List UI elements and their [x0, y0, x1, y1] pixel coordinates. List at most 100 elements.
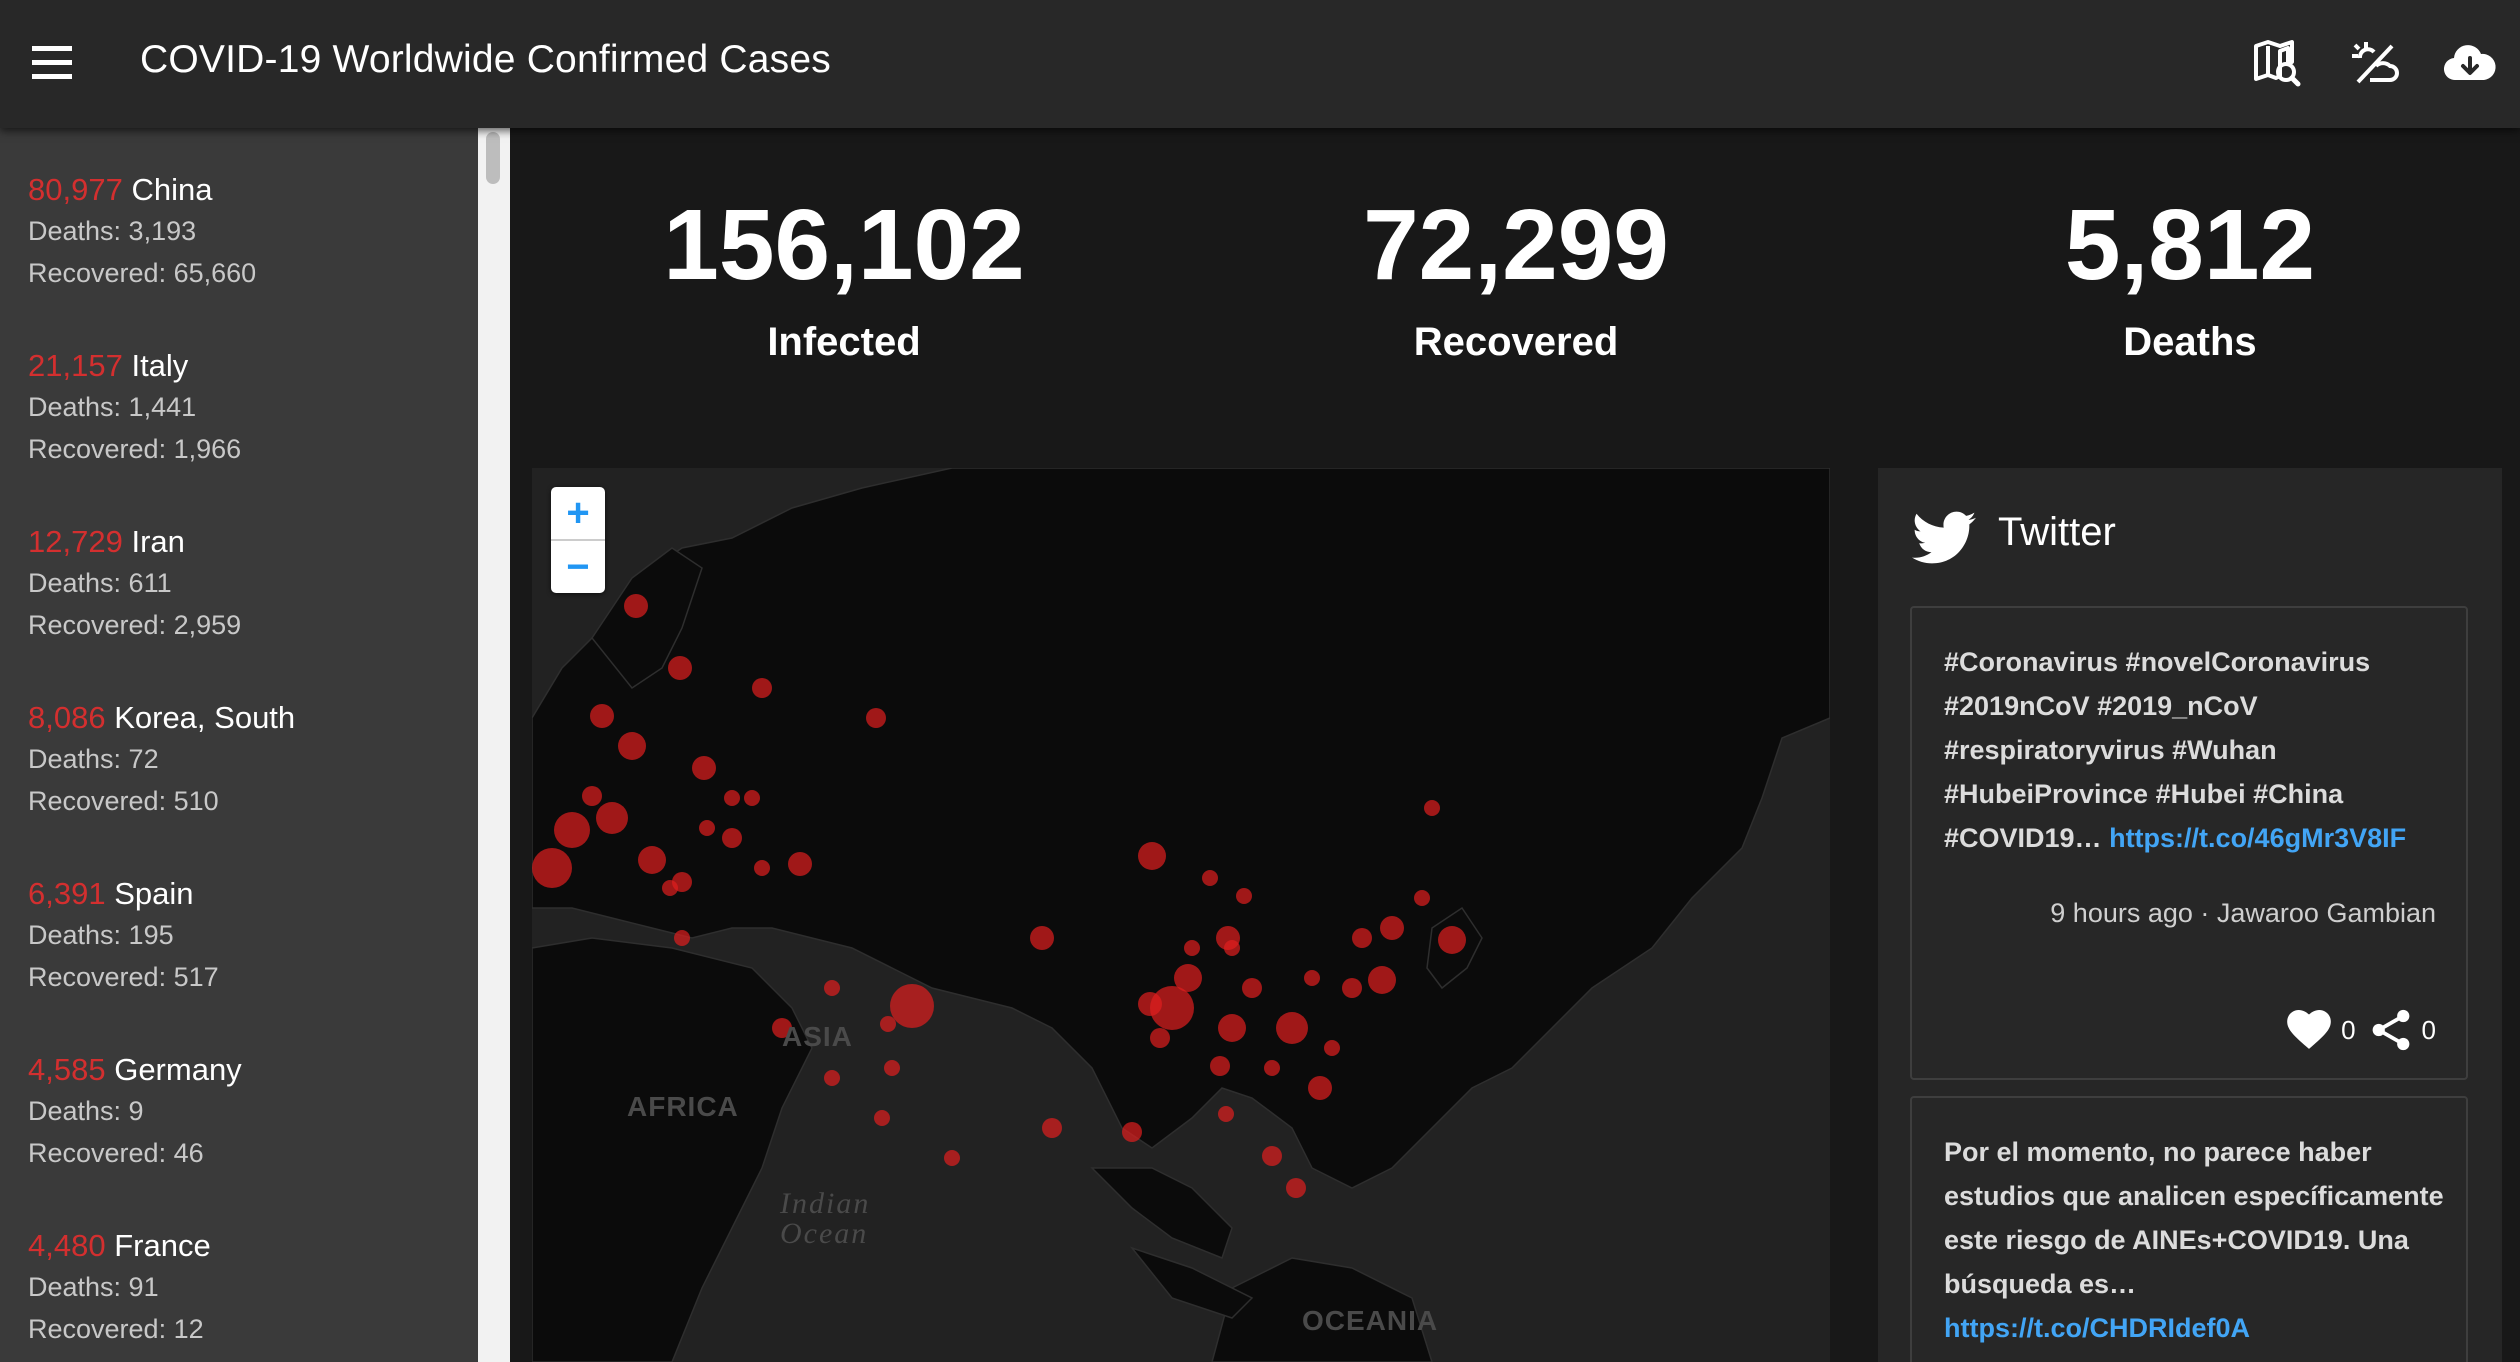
case-marker[interactable] — [1184, 940, 1200, 956]
case-marker[interactable] — [1042, 1118, 1062, 1138]
case-marker[interactable] — [1286, 1178, 1306, 1198]
list-item[interactable]: 6,391 Spain Deaths: 195 Recovered: 517 — [0, 832, 478, 1008]
case-marker[interactable] — [824, 1070, 840, 1086]
case-marker[interactable] — [1224, 940, 1240, 956]
app-bar: COVID-19 Worldwide Confirmed Cases — [0, 0, 2520, 128]
infected-stat: 156,102 Infected — [594, 190, 1094, 365]
case-marker[interactable] — [944, 1150, 960, 1166]
list-item[interactable]: 4,585 Germany Deaths: 9 Recovered: 46 — [0, 1008, 478, 1184]
case-marker[interactable] — [1264, 1060, 1280, 1076]
tweet-body: #Coronavirus #novelCoronavirus #2019nCoV… — [1944, 647, 2371, 853]
list-item[interactable]: 8,086 Korea, South Deaths: 72 Recovered:… — [0, 656, 478, 832]
case-marker[interactable] — [1352, 928, 1372, 948]
case-marker[interactable] — [532, 848, 572, 888]
scrollbar-track[interactable] — [478, 128, 510, 1362]
zoom-in-button[interactable]: + — [551, 487, 605, 541]
land — [532, 468, 1830, 1362]
tweet-link[interactable]: https://t.co/CHDRIdef0A — [1944, 1313, 2250, 1343]
recovered-count: Recovered: 2,959 — [28, 610, 242, 640]
list-item[interactable]: 80,977 China Deaths: 3,193 Recovered: 65… — [0, 128, 478, 304]
case-marker[interactable] — [1236, 888, 1252, 904]
case-marker[interactable] — [744, 790, 760, 806]
country-list[interactable]: 80,977 China Deaths: 3,193 Recovered: 65… — [0, 128, 478, 1362]
case-marker[interactable] — [724, 790, 740, 806]
case-marker[interactable] — [1262, 1146, 1282, 1166]
share-icon[interactable] — [2370, 1009, 2412, 1051]
deaths-label: Deaths — [2123, 320, 2257, 364]
case-marker[interactable] — [1138, 842, 1166, 870]
case-marker[interactable] — [668, 656, 692, 680]
case-marker[interactable] — [722, 828, 742, 848]
case-marker[interactable] — [1308, 1076, 1332, 1100]
confirmed-count: 4,585 — [28, 1052, 106, 1087]
case-marker[interactable] — [1218, 1014, 1246, 1042]
case-marker[interactable] — [582, 786, 602, 806]
case-marker[interactable] — [1304, 970, 1320, 986]
deaths-count: Deaths: 611 — [28, 568, 172, 598]
case-marker[interactable] — [1210, 1056, 1230, 1076]
case-marker[interactable] — [1342, 978, 1362, 998]
tweet-link[interactable]: https://t.co/46gMr3V8IF — [2109, 823, 2407, 853]
case-marker[interactable] — [1218, 1106, 1234, 1122]
case-marker[interactable] — [699, 820, 715, 836]
cloud-download-icon[interactable] — [2442, 36, 2498, 92]
case-marker[interactable] — [788, 852, 812, 876]
case-marker[interactable] — [866, 708, 886, 728]
country-name: France — [114, 1228, 211, 1263]
case-marker[interactable] — [1380, 916, 1404, 940]
menu-icon[interactable] — [24, 40, 80, 88]
case-marker[interactable] — [1276, 1012, 1308, 1044]
case-marker[interactable] — [638, 846, 666, 874]
case-marker[interactable] — [1324, 1040, 1340, 1056]
recovered-count: Recovered: 1,966 — [28, 434, 242, 464]
case-marker[interactable] — [662, 880, 678, 896]
case-marker[interactable] — [1174, 964, 1202, 992]
case-marker[interactable] — [692, 756, 716, 780]
case-marker[interactable] — [1138, 992, 1162, 1016]
map-search-icon[interactable] — [2248, 36, 2304, 92]
tweet-card[interactable]: #Coronavirus #novelCoronavirus #2019nCoV… — [1910, 606, 2468, 1080]
case-marker[interactable] — [1030, 926, 1054, 950]
recovered-count: Recovered: 12 — [28, 1314, 204, 1344]
twitter-panel: Twitter #Coronavirus #novelCoronavirus #… — [1878, 468, 2502, 1362]
case-marker[interactable] — [824, 980, 840, 996]
case-marker[interactable] — [890, 984, 934, 1028]
tweet-body: Por el momento, no parece haber estudios… — [1944, 1137, 2444, 1299]
case-marker[interactable] — [674, 930, 690, 946]
case-marker[interactable] — [1368, 966, 1396, 994]
case-marker[interactable] — [1202, 870, 1218, 886]
scrollbar-thumb[interactable] — [486, 132, 500, 184]
tweet-card[interactable]: Por el momento, no parece haber estudios… — [1910, 1096, 2468, 1362]
weather-cloud-sun-icon[interactable] — [2346, 36, 2402, 92]
world-map[interactable]: ASIA AFRICA Indian Ocean OCEANIA — [532, 468, 1830, 1362]
case-marker[interactable] — [752, 678, 772, 698]
zoom-control: + − — [551, 487, 605, 593]
case-marker[interactable] — [874, 1110, 890, 1126]
case-marker[interactable] — [596, 802, 628, 834]
case-marker[interactable] — [772, 1018, 792, 1038]
recovered-count: Recovered: 510 — [28, 786, 219, 816]
case-marker[interactable] — [1414, 890, 1430, 906]
case-marker[interactable] — [884, 1060, 900, 1076]
case-marker[interactable] — [618, 732, 646, 760]
tweet-text: #Coronavirus #novelCoronavirus #2019nCoV… — [1944, 640, 2444, 860]
case-marker[interactable] — [1122, 1122, 1142, 1142]
heart-icon[interactable] — [2287, 1010, 2331, 1050]
case-marker[interactable] — [1242, 978, 1262, 998]
list-item[interactable]: 4,480 France Deaths: 91 Recovered: 12 — [0, 1184, 478, 1360]
map-canvas[interactable]: ASIA AFRICA Indian Ocean OCEANIA — [532, 468, 1830, 1362]
zoom-out-button[interactable]: − — [566, 545, 590, 589]
case-marker[interactable] — [754, 860, 770, 876]
case-marker[interactable] — [1150, 986, 1194, 1030]
list-item[interactable]: 12,729 Iran Deaths: 611 Recovered: 2,959 — [0, 480, 478, 656]
case-marker[interactable] — [1424, 800, 1440, 816]
case-marker[interactable] — [554, 812, 590, 848]
case-marker[interactable] — [880, 1016, 896, 1032]
deaths-count: Deaths: 9 — [28, 1096, 144, 1126]
case-marker[interactable] — [1150, 1028, 1170, 1048]
case-markers[interactable] — [532, 594, 1466, 1198]
list-item[interactable]: 21,157 Italy Deaths: 1,441 Recovered: 1,… — [0, 304, 478, 480]
case-marker[interactable] — [624, 594, 648, 618]
case-marker[interactable] — [590, 704, 614, 728]
case-marker[interactable] — [1438, 926, 1466, 954]
